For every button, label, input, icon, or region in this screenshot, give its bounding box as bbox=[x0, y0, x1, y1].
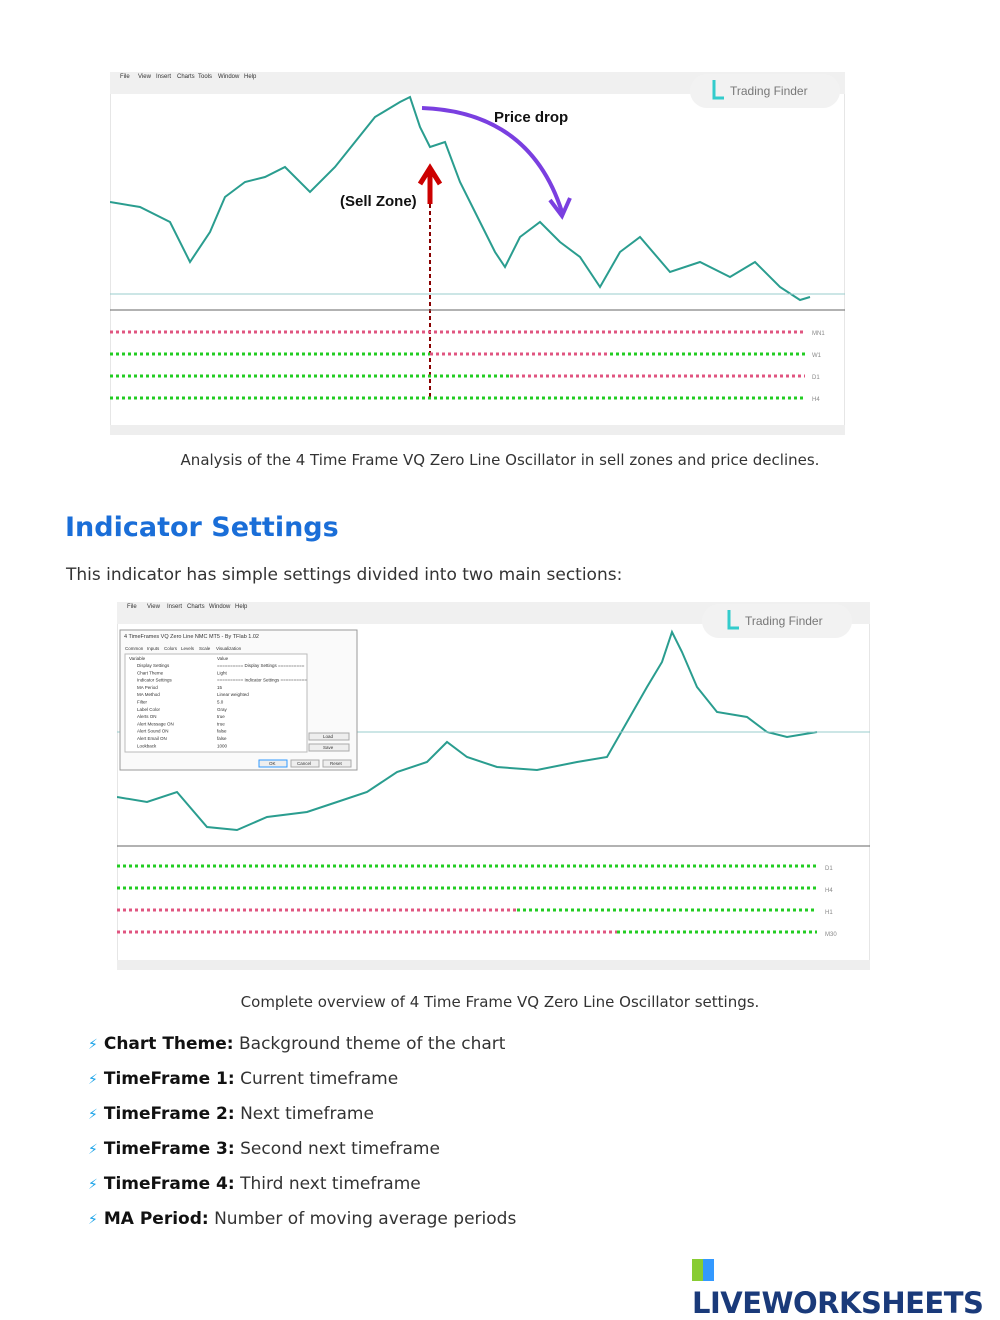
setting-value: ========== Indicator Settings ========== bbox=[217, 678, 307, 683]
screenshot-1: File View Insert Charts Tools Window Hel… bbox=[110, 72, 845, 435]
button: Reset bbox=[330, 761, 343, 766]
description: Second next timeframe bbox=[240, 1139, 440, 1159]
dialog-title: 4 TimeFrames VQ Zero Line NMC MT5 - By T… bbox=[124, 634, 259, 640]
menu-item: Help bbox=[244, 74, 257, 80]
oscillator-label: H4 bbox=[825, 888, 833, 894]
term: Chart Theme: bbox=[103, 1034, 234, 1054]
menu-item: Tools bbox=[198, 74, 212, 80]
description: Current timeframe bbox=[240, 1069, 399, 1089]
watermark: Trading Finder bbox=[730, 84, 808, 98]
annotation: Price drop bbox=[494, 109, 568, 126]
bullet: ⚡ TimeFrame 1: Current timeframe bbox=[88, 1069, 398, 1089]
button: Save bbox=[323, 745, 334, 750]
screenshot-2: File View Insert Charts Window Help Trad… bbox=[117, 602, 870, 970]
oscillator-label: D1 bbox=[812, 375, 820, 381]
menu-item: Window bbox=[209, 604, 231, 610]
heading: Indicator Settings bbox=[65, 512, 339, 543]
menu-item: Window bbox=[218, 74, 240, 80]
bullet-icon: ⚡ bbox=[88, 1212, 98, 1228]
bullet-icon: ⚡ bbox=[88, 1037, 98, 1053]
oscillator-label: H1 bbox=[825, 910, 833, 916]
intro: This indicator has simple settings divid… bbox=[66, 565, 623, 585]
setting-name: Label Color bbox=[137, 707, 161, 712]
setting-name: Alerts ON bbox=[137, 714, 157, 719]
bullet: ⚡ TimeFrame 4: Third next timeframe bbox=[88, 1174, 421, 1194]
menu-item: View bbox=[138, 74, 152, 80]
menu-item: Help bbox=[235, 604, 248, 610]
watermark: Trading Finder bbox=[745, 614, 823, 628]
setting-value: true bbox=[217, 721, 225, 726]
term: TimeFrame 2: bbox=[103, 1104, 235, 1124]
setting-value: 5.0 bbox=[217, 700, 224, 705]
settings-dialog: 4 TimeFrames VQ Zero Line NMC MT5 - By T… bbox=[119, 629, 358, 771]
bullet: ⚡ TimeFrame 2: Next timeframe bbox=[88, 1104, 374, 1124]
description: Background theme of the chart bbox=[239, 1034, 506, 1054]
bullet-icon: ⚡ bbox=[88, 1142, 98, 1158]
logo: LIVEWORKSHEETS bbox=[692, 1252, 1000, 1320]
menu-item: Insert bbox=[156, 74, 171, 80]
oscillator-label: W1 bbox=[812, 353, 822, 359]
menu-item: Charts bbox=[187, 604, 205, 610]
tab: Inputs bbox=[147, 646, 160, 651]
caption: Complete overview of 4 Time Frame VQ Zer… bbox=[240, 993, 760, 1011]
setting-name: MA Period bbox=[137, 685, 158, 690]
bullet: ⚡ Chart Theme: Background theme of the ch… bbox=[88, 1034, 505, 1054]
setting-name: Alert Sound ON bbox=[137, 729, 169, 734]
column-header: Value bbox=[217, 656, 229, 661]
setting-name: Alert Message ON bbox=[137, 721, 174, 726]
description: Third next timeframe bbox=[240, 1174, 421, 1194]
term: TimeFrame 4: bbox=[103, 1174, 235, 1194]
description: Number of moving average periods bbox=[214, 1209, 517, 1229]
menu-item: File bbox=[127, 604, 137, 610]
menu-item: View bbox=[147, 604, 161, 610]
setting-value: Light bbox=[217, 670, 228, 675]
setting-name: Display Settings bbox=[137, 663, 170, 668]
bullet-icon: ⚡ bbox=[88, 1072, 98, 1088]
setting-name: Indicator Settings bbox=[137, 678, 173, 683]
column-header: Variable bbox=[129, 656, 146, 661]
caption: Analysis of the 4 Time Frame VQ Zero Lin… bbox=[180, 451, 820, 469]
logo-text: LIVEWORKSHEETS bbox=[692, 1286, 984, 1320]
setting-name: Filter bbox=[137, 700, 148, 705]
setting-value: false bbox=[217, 736, 227, 741]
setting-name: Alert Email ON bbox=[137, 736, 167, 741]
bullet-icon: ⚡ bbox=[88, 1177, 98, 1193]
annotation: (Sell Zone) bbox=[340, 193, 417, 210]
button: OK bbox=[269, 761, 276, 766]
setting-value: true bbox=[217, 714, 225, 719]
setting-name: Lookback bbox=[137, 743, 157, 748]
menu-item: Charts bbox=[177, 74, 195, 80]
menu-item: File bbox=[120, 74, 130, 80]
setting-value: Linear weighted bbox=[217, 692, 249, 697]
setting-value: 15 bbox=[217, 685, 223, 690]
menu-item: Insert bbox=[167, 604, 182, 610]
setting-value: 1000 bbox=[217, 743, 228, 748]
button: Load bbox=[323, 734, 334, 739]
setting-name: Chart Theme bbox=[137, 670, 164, 675]
button: Cancel bbox=[297, 761, 311, 766]
oscillator-label: M30 bbox=[825, 932, 837, 938]
menu: File View Insert Charts Tools Window Hel… bbox=[120, 74, 257, 80]
setting-value: false bbox=[217, 729, 227, 734]
bullet: ⚡ MA Period: Number of moving average per… bbox=[88, 1209, 516, 1229]
term: MA Period: bbox=[103, 1209, 209, 1229]
description: Next timeframe bbox=[240, 1104, 374, 1124]
setting-value: ========== Display Settings ========== bbox=[217, 663, 305, 668]
tab: Colors bbox=[164, 646, 178, 651]
tab: Scale bbox=[199, 646, 211, 651]
oscillator-label: D1 bbox=[825, 866, 833, 872]
term: TimeFrame 1: bbox=[103, 1069, 235, 1089]
tab: Visualization bbox=[216, 646, 242, 651]
bullet: ⚡ TimeFrame 3: Second next timeframe bbox=[88, 1139, 440, 1159]
setting-name: MA Method bbox=[137, 692, 160, 697]
tab: Common bbox=[125, 646, 144, 651]
tab: Levels bbox=[181, 646, 195, 651]
setting-value: Gray bbox=[217, 707, 228, 712]
oscillator-label: H4 bbox=[812, 397, 820, 403]
term: TimeFrame 3: bbox=[103, 1139, 235, 1159]
oscillator-label: MN1 bbox=[812, 331, 825, 337]
bullet-icon: ⚡ bbox=[88, 1107, 98, 1123]
